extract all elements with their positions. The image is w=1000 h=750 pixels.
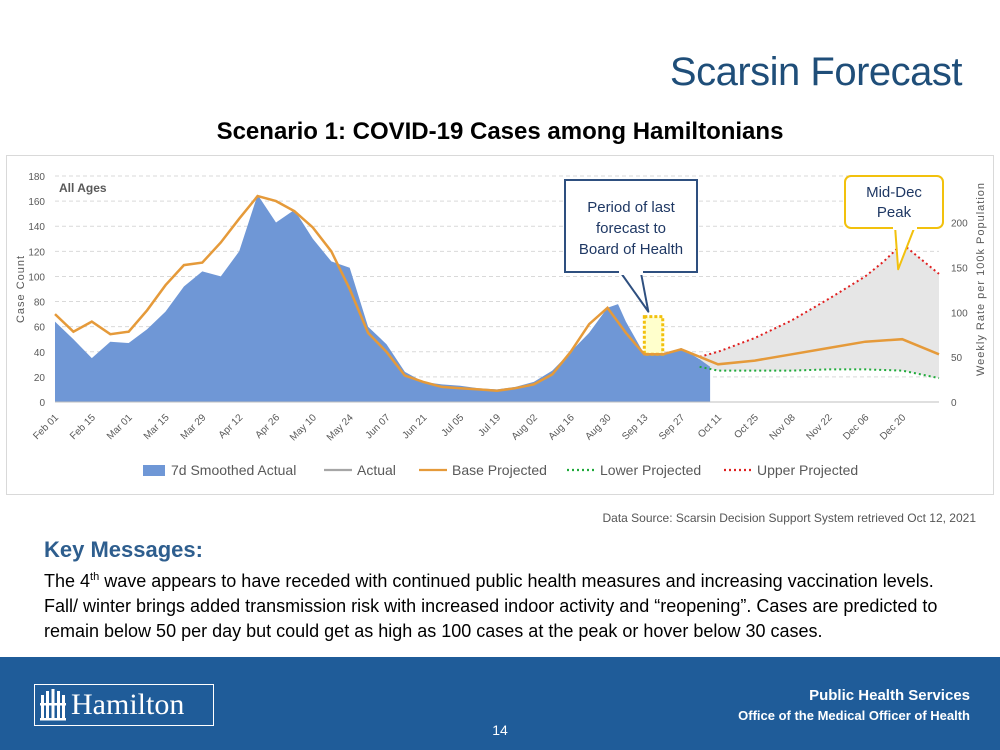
forecast-period-callout xyxy=(564,179,698,273)
city-logo-icon xyxy=(40,689,66,721)
page-number: 14 xyxy=(492,722,508,738)
forecast-chart: 0 20 40 60 80 100 120 140 160 180 0 50 100 150 200 Feb … xyxy=(15,172,987,478)
peak-callout-joint xyxy=(893,223,917,230)
callout-joint xyxy=(619,269,643,275)
y-tick-label: 0 xyxy=(39,398,45,409)
smoothed-actual-area xyxy=(55,194,711,402)
y-tick-label: 160 xyxy=(28,197,45,208)
x-tick-label: Aug 02 xyxy=(510,412,540,442)
y-axis-title: Case Count xyxy=(15,255,27,323)
x-tick-label: Feb 15 xyxy=(68,412,98,442)
y2-tick-label: 150 xyxy=(951,263,968,274)
chart-title: Scenario 1: COVID-19 Cases among Hamilto… xyxy=(216,118,784,145)
forecast-period-highlight xyxy=(642,315,665,356)
y-tick-label: 140 xyxy=(28,222,45,233)
forecast-period-callout-text: Period of last forecast to Board of Health xyxy=(579,199,683,258)
x-tick-label: Apr 26 xyxy=(254,412,283,441)
x-tick-label: May 10 xyxy=(288,412,319,443)
callout-text-line: Board of Health xyxy=(579,241,683,258)
logo-text: Hamilton xyxy=(71,688,185,721)
x-tick-label: Sep 27 xyxy=(657,412,687,442)
peak-callout-text-line: Peak xyxy=(877,204,912,221)
callout-text-line: Period of last xyxy=(587,199,675,216)
x-tick-label: Nov 22 xyxy=(804,412,834,442)
key-messages-heading: Key Messages: xyxy=(44,537,203,562)
x-tick-label: May 24 xyxy=(325,412,356,443)
chart-frame: 0 20 40 60 80 100 120 140 160 180 0 50 100 150 200 Feb … xyxy=(6,155,994,495)
callout-text-line: forecast to xyxy=(596,220,666,237)
legend-label: Actual xyxy=(357,462,396,478)
legend-swatch xyxy=(143,465,165,476)
projection-band xyxy=(699,243,939,379)
peak-callout-text-line: Mid-Dec xyxy=(866,184,922,201)
lower-projected-line xyxy=(699,365,940,380)
y-tick-label: 100 xyxy=(28,272,45,283)
x-tick-label: Oct 25 xyxy=(732,412,761,441)
legend-label: 7d Smoothed Actual xyxy=(171,462,296,478)
x-tick-label: Mar 29 xyxy=(179,412,209,442)
chart-subtitle: All Ages xyxy=(59,181,107,195)
legend-label: Upper Projected xyxy=(757,462,858,478)
x-tick-label: Mar 01 xyxy=(105,412,135,442)
x-tick-label: Dec 06 xyxy=(841,412,871,442)
x-tick-label: Jun 21 xyxy=(400,412,429,441)
y2-tick-label: 100 xyxy=(951,308,968,319)
x-tick-label: Sep 13 xyxy=(620,412,650,442)
x-tick-label: Jun 07 xyxy=(364,412,393,441)
page-title: Scarsin Forecast xyxy=(669,50,963,94)
key-messages-sup: th xyxy=(90,571,100,583)
y2-tick-label: 50 xyxy=(951,353,963,364)
x-tick-label: Aug 16 xyxy=(547,412,577,442)
key-messages-text: The 4th wave appears to have receded wit… xyxy=(44,565,944,644)
legend-label: Base Projected xyxy=(452,462,547,478)
x-tick-label: Mar 15 xyxy=(142,412,172,442)
hamilton-logo: Hamilton xyxy=(34,684,214,726)
y-tick-label: 80 xyxy=(34,298,46,309)
x-tick-label: Jul 19 xyxy=(476,412,503,439)
base-projected-line xyxy=(54,194,940,392)
peak-callout-text: Mid-Dec Peak xyxy=(866,184,922,221)
callout-pointer xyxy=(620,272,650,313)
department-line-1: Public Health Services xyxy=(809,687,970,704)
x-tick-label: Aug 30 xyxy=(583,412,613,442)
x-tick-label: Dec 20 xyxy=(878,412,908,442)
x-tick-label: Oct 11 xyxy=(696,412,724,440)
x-tick-label: Nov 08 xyxy=(768,412,798,442)
y2-axis-title: Weekly Rate per 100k Population xyxy=(975,182,987,376)
x-tick-label: Jul 05 xyxy=(440,412,467,439)
legend-label: Lower Projected xyxy=(600,462,701,478)
y-tick-label: 40 xyxy=(34,348,46,359)
y-tick-label: 180 xyxy=(28,172,45,183)
y-tick-label: 20 xyxy=(34,373,46,384)
x-tick-label: Feb 01 xyxy=(31,412,61,442)
y-tick-label: 120 xyxy=(28,247,45,258)
footer: Hamilton 14 Public Health Services Offic… xyxy=(0,657,1000,750)
key-messages-rest: wave appears to have receded with contin… xyxy=(44,571,938,641)
y-tick-label: 60 xyxy=(34,323,46,334)
y2-tick-label: 200 xyxy=(951,219,968,230)
department-line-2: Office of the Medical Officer of Health xyxy=(738,708,970,723)
data-source: Data Source: Scarsin Decision Support Sy… xyxy=(602,511,976,525)
department: Public Health Services Office of the Med… xyxy=(738,687,970,723)
y2-tick-label: 0 xyxy=(951,398,957,409)
x-tick-label: Apr 12 xyxy=(217,412,246,441)
key-messages-pre: The 4 xyxy=(44,571,91,591)
